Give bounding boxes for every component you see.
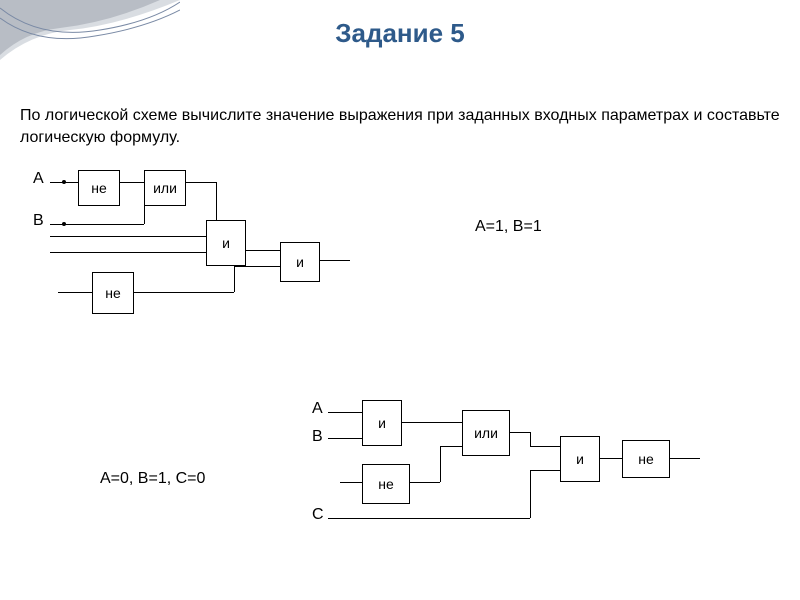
gate-and2: и	[560, 436, 600, 482]
wire	[600, 458, 622, 459]
wire	[670, 458, 700, 459]
wire	[510, 432, 530, 433]
wire	[340, 482, 362, 483]
wire	[530, 432, 531, 446]
gate-or1: или	[144, 170, 186, 206]
schematic-1: неилиинеиAB	[18, 160, 448, 330]
wire	[410, 482, 440, 483]
wire	[186, 182, 216, 183]
gate-and1: и	[362, 400, 402, 446]
junction-dot	[62, 180, 66, 184]
wire	[530, 446, 560, 447]
gate-or1: или	[462, 410, 510, 456]
params-1: A=1, B=1	[475, 218, 542, 236]
gate-not2: не	[92, 272, 134, 314]
wire	[328, 438, 362, 439]
wire	[234, 266, 280, 267]
gate-not1: не	[362, 464, 410, 504]
page-title: Задание 5	[0, 0, 800, 49]
wire	[216, 182, 217, 220]
gate-and2: и	[280, 242, 320, 282]
pin-label-C: C	[312, 506, 324, 524]
wire	[328, 412, 362, 413]
wire	[530, 470, 560, 471]
pin-label-B: B	[33, 212, 44, 230]
wire	[50, 236, 206, 237]
junction-dot	[62, 222, 66, 226]
pin-label-A: A	[33, 170, 44, 188]
gate-not2: не	[622, 440, 670, 478]
wire	[50, 252, 206, 253]
wire	[320, 260, 350, 261]
wire	[120, 182, 144, 183]
params-2: A=0, B=1, C=0	[100, 470, 205, 488]
wire	[58, 292, 92, 293]
wire	[440, 446, 462, 447]
pin-label-B: B	[312, 428, 323, 446]
wire	[328, 518, 530, 519]
wire	[530, 470, 531, 518]
instruction-text: По логической схеме вычислите значение в…	[20, 105, 780, 148]
wire	[440, 446, 441, 482]
wire	[402, 422, 462, 423]
wire	[134, 292, 234, 293]
pin-label-A: A	[312, 400, 323, 418]
gate-not1: не	[78, 170, 120, 206]
wire	[246, 250, 280, 251]
schematic-2: инеилиинеABC	[290, 390, 720, 560]
gate-and1: и	[206, 220, 246, 266]
wire	[234, 266, 235, 292]
